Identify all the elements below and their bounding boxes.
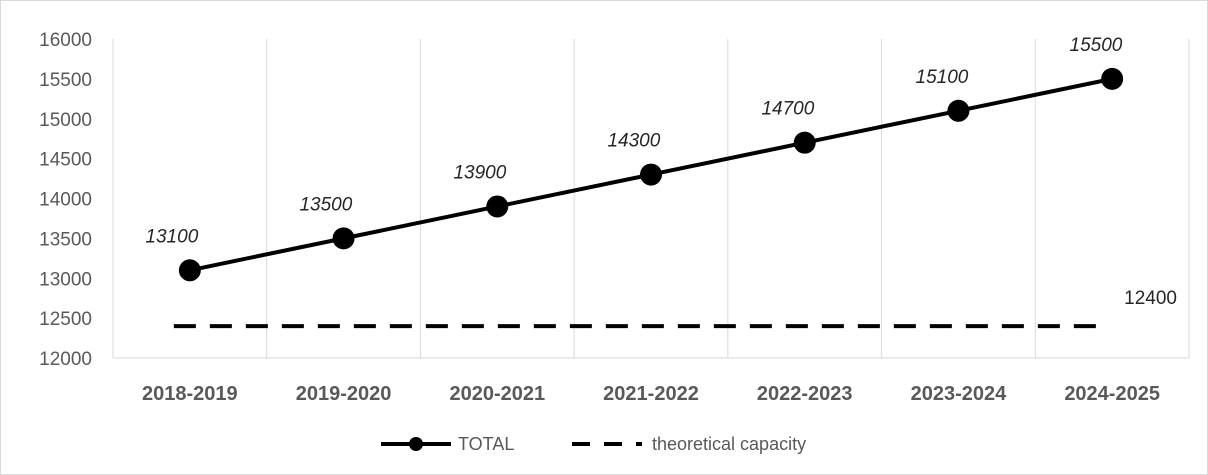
- capacity-data-label: 12400: [1124, 288, 1177, 309]
- total-data-label: 13900: [453, 162, 506, 183]
- x-tick-label: 2019-2020: [296, 383, 392, 405]
- y-tick-label: 15500: [39, 70, 92, 91]
- y-tick-label: 16000: [39, 30, 92, 51]
- x-tick-label: 2018-2019: [142, 383, 238, 405]
- legend-capacity-label: theoretical capacity: [652, 434, 806, 454]
- total-point: [332, 227, 355, 250]
- total-point: [1101, 67, 1124, 90]
- x-axis: 2018-2019 2019-2020 2020-2021 2021-2022 2022…: [112, 39, 1190, 405]
- y-axis: 12000 12500 13000 13500 14000 14500 15000 15500…: [39, 30, 92, 370]
- total-point: [640, 163, 662, 186]
- series-theoretical-capacity: 12400: [173, 288, 1177, 329]
- y-tick-label: 14500: [39, 150, 92, 171]
- y-tick-label: 13000: [39, 269, 92, 290]
- total-data-label: 13500: [299, 194, 352, 215]
- x-tick-label: 2023-2024: [911, 383, 1008, 405]
- legend-total-label: TOTAL: [458, 434, 514, 454]
- total-data-label: 13100: [145, 226, 198, 247]
- total-point: [178, 259, 201, 282]
- total-point: [947, 99, 970, 122]
- y-tick-label: 12500: [39, 309, 92, 330]
- total-data-label: 15100: [916, 67, 969, 88]
- series-total: 13100 13500 13900 14300 14700 15100 15500: [145, 35, 1124, 282]
- x-tick-label: 2022-2023: [757, 383, 853, 405]
- x-tick-label: 2020-2021: [449, 383, 545, 405]
- total-point: [486, 195, 509, 218]
- total-data-label: 14700: [761, 99, 814, 120]
- legend-total-swatch-marker: [409, 437, 423, 451]
- total-data-label: 15500: [1070, 35, 1123, 56]
- x-tick-label: 2024-2025: [1064, 383, 1160, 405]
- total-point: [793, 131, 816, 154]
- y-tick-label: 13500: [39, 229, 92, 250]
- total-data-label: 14300: [607, 131, 660, 152]
- y-tick-label: 15000: [39, 110, 92, 131]
- y-tick-label: 12000: [39, 349, 92, 370]
- y-tick-label: 14000: [39, 190, 92, 211]
- x-tick-label: 2021-2022: [603, 383, 699, 405]
- legend: TOTAL theoretical capacity: [381, 434, 806, 454]
